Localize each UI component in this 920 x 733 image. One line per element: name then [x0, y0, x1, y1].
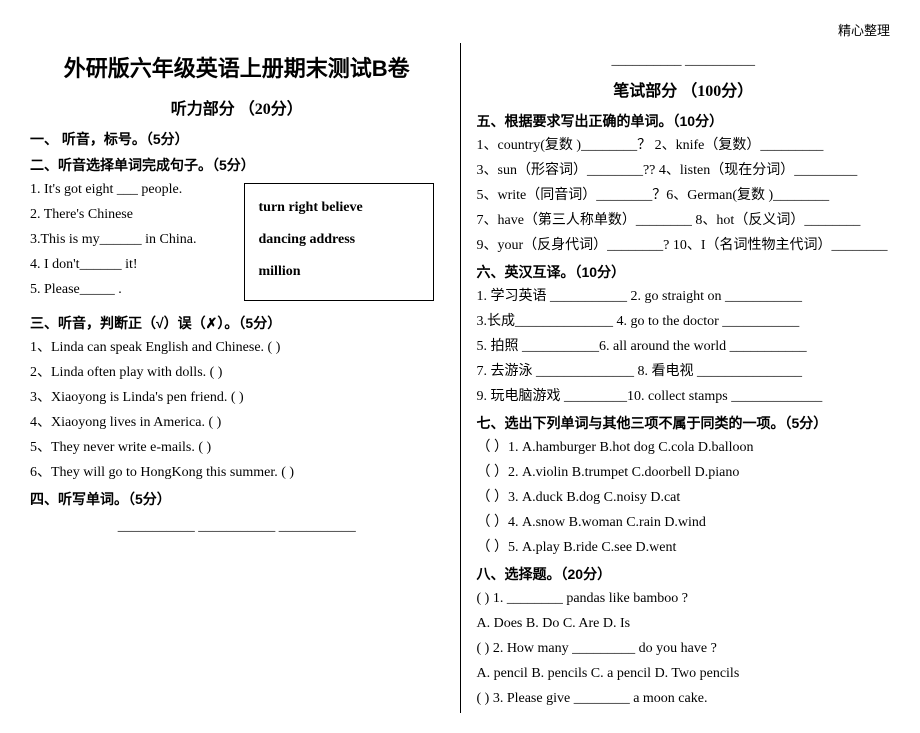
wordbox-row: turn right believe [259, 194, 419, 222]
q8-item: ( ) 1. ________ pandas like bamboo ? [477, 588, 891, 609]
page-title: 外研版六年级英语上册期末测试B卷 [30, 51, 444, 83]
top-right-blanks: __________ __________ [477, 53, 891, 69]
header-note: 精心整理 [30, 20, 890, 39]
q3-item: 3、Xiaoyong is Linda's pen friend. ( ) [30, 387, 444, 408]
section-3-heading: 三、听音，判断正（√）误（✗）。（5分） [30, 313, 444, 333]
q8-item: A. Does B. Do C. Are D. Is [477, 613, 891, 634]
q8-item: ( ) 3. Please give ________ a moon cake. [477, 688, 891, 709]
q7-item: （ ）4. A.snow B.woman C.rain D.wind [477, 512, 891, 533]
q5-item: 9、your（反身代词）________? 10、I（名词性物主代词）_____… [477, 235, 891, 256]
q3-item: 1、Linda can speak English and Chinese. (… [30, 337, 444, 358]
section-4-blanks: ___________ ___________ ___________ [30, 519, 444, 535]
q6-item: 5. 拍照 ___________6. all around the world… [477, 336, 891, 357]
left-column: 外研版六年级英语上册期末测试B卷 听力部分 （20分） 一、 听音，标号。（5分… [30, 43, 444, 713]
q7-item: （ ）2. A.violin B.trumpet C.doorbell D.pi… [477, 462, 891, 483]
section-1-heading: 一、 听音，标号。（5分） [30, 129, 444, 149]
q3-item: 4、Xiaoyong lives in America. ( ) [30, 412, 444, 433]
q8-item: ( ) 2. How many _________ do you have ? [477, 638, 891, 659]
section-6-heading: 六、英汉互译。（10分） [477, 262, 891, 282]
listening-title: 听力部分 （20分） [30, 95, 444, 119]
section-2-heading: 二、听音选择单词完成句子。（5分） [30, 155, 444, 175]
two-column-layout: 外研版六年级英语上册期末测试B卷 听力部分 （20分） 一、 听音，标号。（5分… [30, 43, 890, 713]
wordbox-row: dancing address [259, 226, 419, 254]
word-box: turn right believe dancing address milli… [244, 183, 434, 301]
q5-item: 5、write（同音词）________？6、German(复数 )______… [477, 185, 891, 206]
column-separator [460, 43, 461, 713]
q6-item: 7. 去游泳 ______________ 8. 看电视 ___________… [477, 361, 891, 382]
section-4-heading: 四、听写单词。（5分） [30, 489, 444, 509]
right-column: __________ __________ 笔试部分 （100分） 五、根据要求… [477, 43, 891, 713]
q5-item: 3、sun（形容词）________?? 4、listen（现在分词）_____… [477, 160, 891, 181]
q3-item: 5、They never write e-mails. ( ) [30, 437, 444, 458]
q5-item: 1、country(复数 )________？ 2、knife（复数）_____… [477, 135, 891, 156]
q7-item: （ ）1. A.hamburger B.hot dog C.cola D.bal… [477, 437, 891, 458]
q7-item: （ ）3. A.duck B.dog C.noisy D.cat [477, 487, 891, 508]
q6-item: 9. 玩电脑游戏 _________10. collect stamps ___… [477, 386, 891, 407]
q6-item: 1. 学习英语 ___________ 2. go straight on __… [477, 286, 891, 307]
wordbox-row: million [259, 258, 419, 286]
q3-item: 2、Linda often play with dolls. ( ) [30, 362, 444, 383]
q3-item: 6、They will go to HongKong this summer. … [30, 462, 444, 483]
q5-item: 7、have（第三人称单数）________ 8、hot（反义词）_______… [477, 210, 891, 231]
section-7-heading: 七、选出下列单词与其他三项不属于同类的一项。（5分） [477, 413, 891, 433]
writing-title: 笔试部分 （100分） [477, 77, 891, 101]
section-8-heading: 八、选择题。（20分） [477, 564, 891, 584]
q7-item: （ ）5. A.play B.ride C.see D.went [477, 537, 891, 558]
section-5-heading: 五、根据要求写出正确的单词。（10分） [477, 111, 891, 131]
q8-item: A. pencil B. pencils C. a pencil D. Two … [477, 663, 891, 684]
q6-item: 3.长成______________ 4. go to the doctor _… [477, 311, 891, 332]
